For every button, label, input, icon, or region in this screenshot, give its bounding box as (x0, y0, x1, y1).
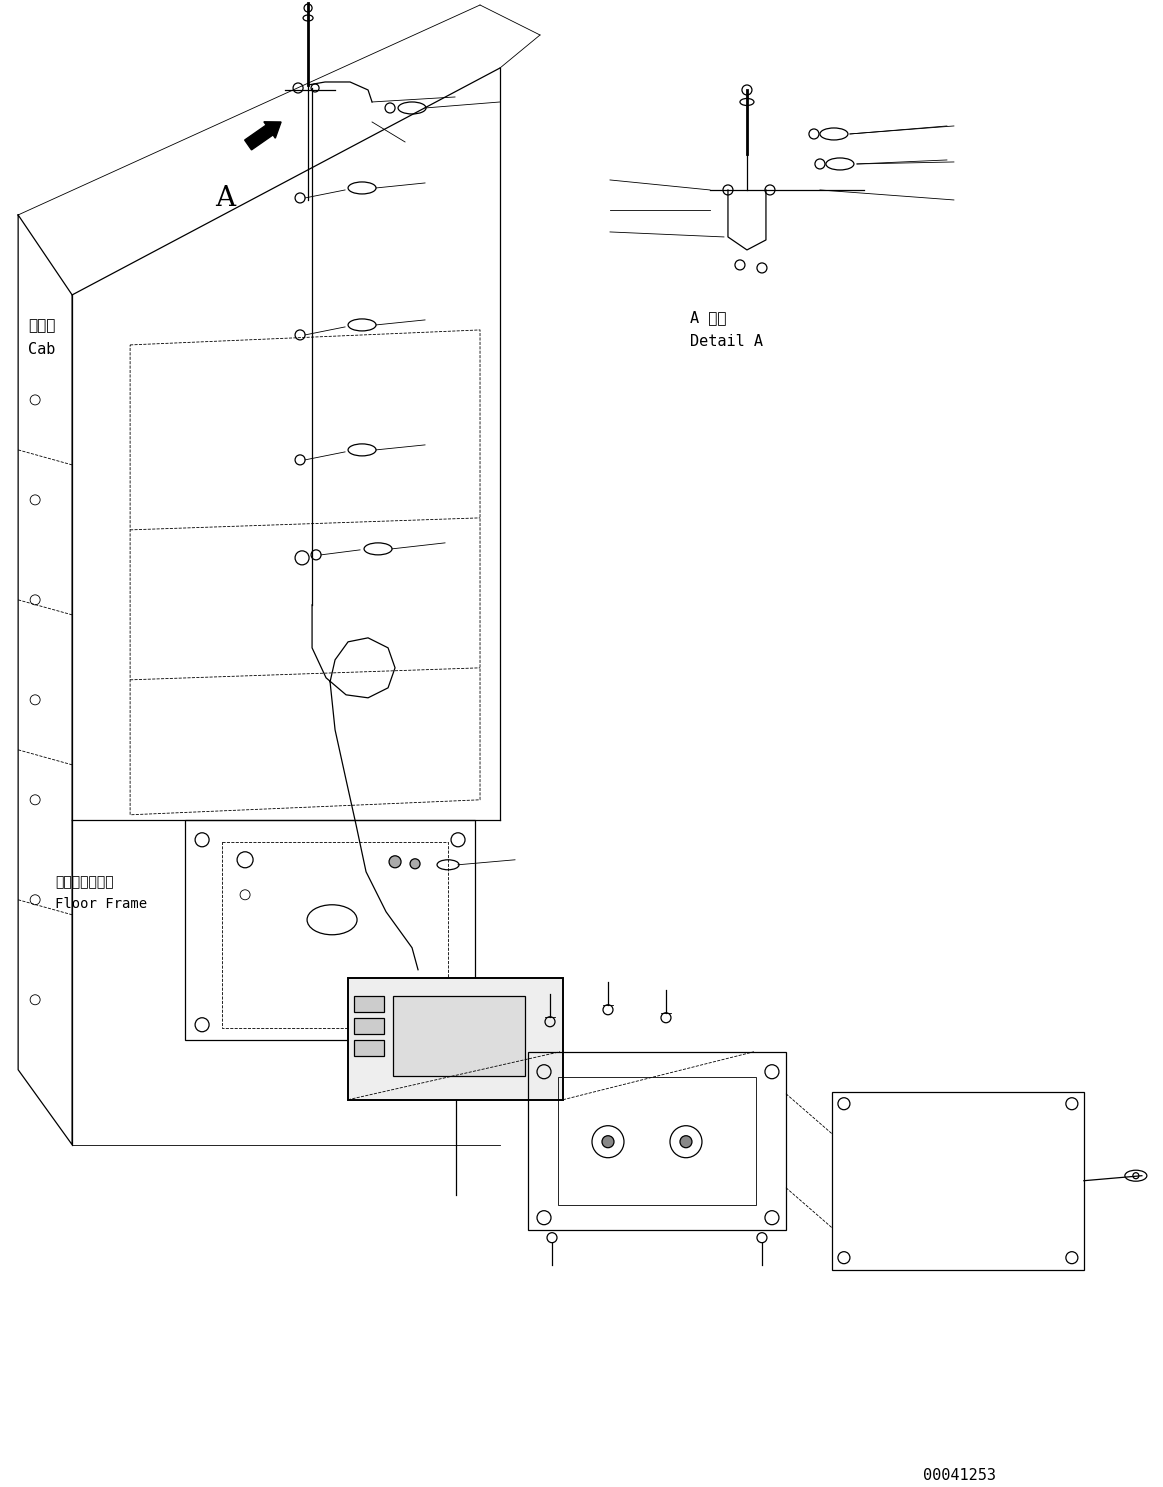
Text: Cab: Cab (28, 342, 56, 357)
Bar (185, 819, 475, 1039)
Bar (558, 1077, 756, 1204)
Text: A 詳細: A 詳細 (690, 309, 727, 326)
Bar (354, 1017, 384, 1033)
Bar (354, 996, 384, 1011)
Circle shape (602, 1136, 614, 1148)
Text: 00041253: 00041253 (923, 1468, 997, 1483)
Bar (528, 1051, 786, 1230)
Circle shape (411, 859, 420, 868)
Circle shape (680, 1136, 692, 1148)
Text: Detail A: Detail A (690, 335, 763, 349)
Bar (348, 978, 563, 1100)
Text: フロアフレーム: フロアフレーム (55, 874, 114, 889)
Bar (832, 1091, 1084, 1270)
Circle shape (390, 857, 401, 868)
Text: A: A (215, 184, 235, 213)
Bar (354, 1039, 384, 1056)
Text: Floor Frame: Floor Frame (55, 897, 148, 910)
Bar (393, 996, 525, 1075)
Text: キャブ: キャブ (28, 318, 56, 333)
FancyArrow shape (244, 122, 281, 150)
